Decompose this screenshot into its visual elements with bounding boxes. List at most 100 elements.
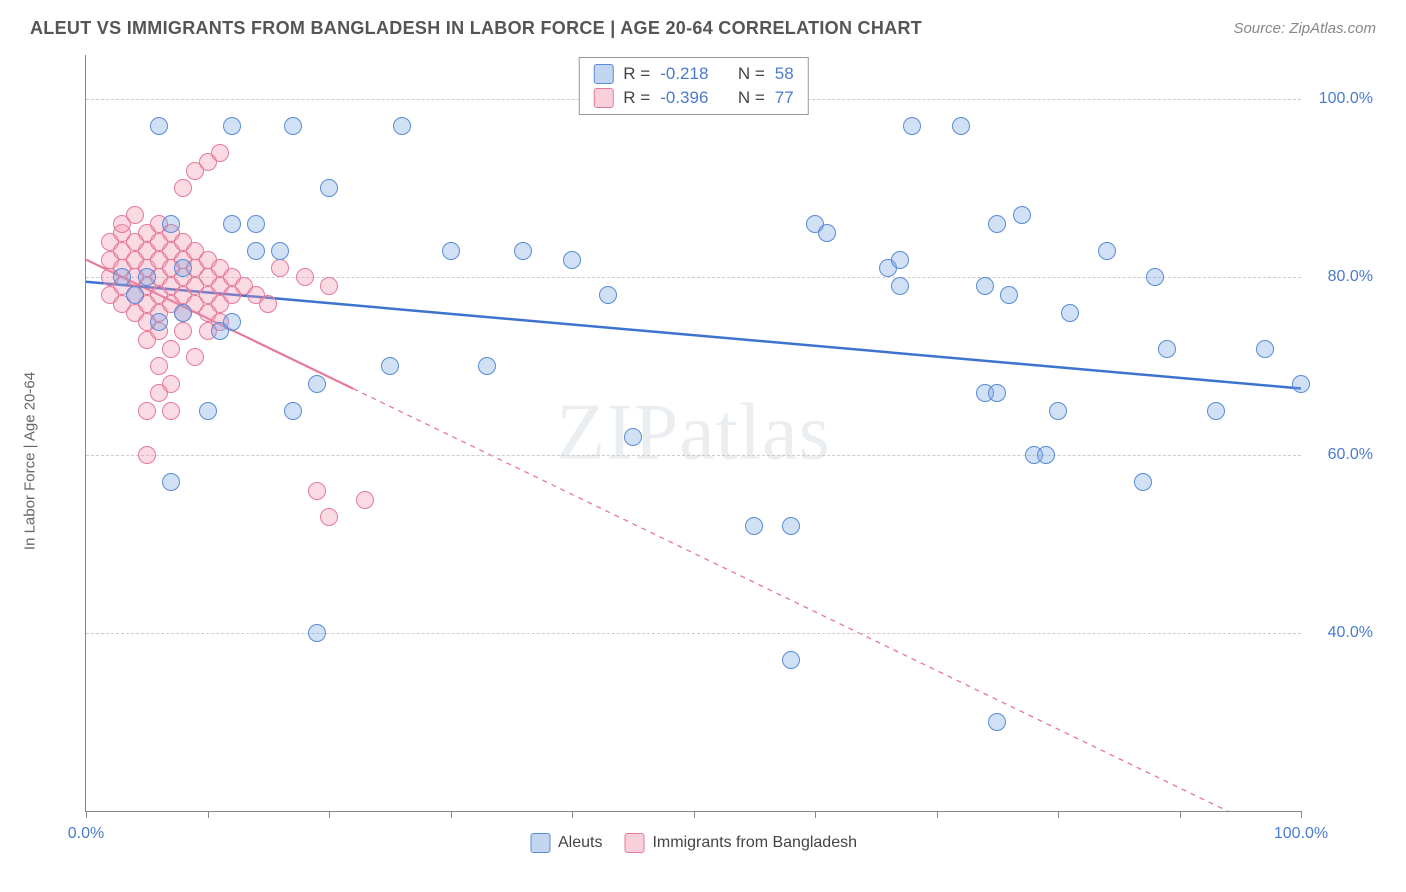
data-point [174, 259, 192, 277]
data-point [223, 117, 241, 135]
swatch-blue-icon [530, 833, 550, 853]
n-value-bangladesh: 77 [775, 88, 794, 108]
data-point [223, 313, 241, 331]
data-point [745, 517, 763, 535]
data-point [308, 482, 326, 500]
data-point [162, 402, 180, 420]
data-point [381, 357, 399, 375]
x-tick [208, 811, 209, 818]
data-point [952, 117, 970, 135]
n-value-aleuts: 58 [775, 64, 794, 84]
r-label: R = [623, 64, 650, 84]
r-label: R = [623, 88, 650, 108]
swatch-pink-icon [624, 833, 644, 853]
n-label: N = [738, 64, 765, 84]
watermark-bold: ZIP [556, 389, 679, 477]
x-tick [451, 811, 452, 818]
data-point [223, 215, 241, 233]
data-point [1098, 242, 1116, 260]
y-tick-label: 60.0% [1308, 446, 1373, 464]
data-point [782, 517, 800, 535]
r-value-bangladesh: -0.396 [660, 88, 708, 108]
legend-item-bangladesh: Immigrants from Bangladesh [624, 833, 857, 853]
data-point [1037, 446, 1055, 464]
n-label: N = [738, 88, 765, 108]
x-tick [1301, 811, 1302, 818]
data-point [320, 277, 338, 295]
data-point [162, 340, 180, 358]
data-point [1049, 402, 1067, 420]
data-point [271, 242, 289, 260]
data-point [199, 402, 217, 420]
data-point [1061, 304, 1079, 322]
chart-title: ALEUT VS IMMIGRANTS FROM BANGLADESH IN L… [30, 18, 922, 39]
series-legend: Aleuts Immigrants from Bangladesh [530, 833, 857, 853]
data-point [599, 286, 617, 304]
data-point [150, 384, 168, 402]
y-tick-label: 100.0% [1308, 90, 1373, 108]
x-tick [815, 811, 816, 818]
data-point [174, 322, 192, 340]
data-point [211, 144, 229, 162]
data-point [393, 117, 411, 135]
trend-line [353, 389, 1301, 811]
data-point [818, 224, 836, 242]
data-point [247, 242, 265, 260]
data-point [247, 215, 265, 233]
legend-label-aleuts: Aleuts [558, 834, 602, 852]
data-point [284, 117, 302, 135]
data-point [308, 375, 326, 393]
data-point [442, 242, 460, 260]
data-point [514, 242, 532, 260]
chart-source: Source: ZipAtlas.com [1233, 20, 1376, 37]
data-point [1292, 375, 1310, 393]
data-point [1256, 340, 1274, 358]
x-tick [86, 811, 87, 818]
legend-label-bangladesh: Immigrants from Bangladesh [652, 834, 857, 852]
data-point [308, 624, 326, 642]
correlation-row-bangladesh: R = -0.396 N = 77 [593, 86, 793, 110]
data-point [138, 446, 156, 464]
data-point [1158, 340, 1176, 358]
x-tick-label: 100.0% [1274, 825, 1328, 843]
x-tick [329, 811, 330, 818]
data-point [1146, 268, 1164, 286]
x-tick [694, 811, 695, 818]
watermark-thin: atlas [679, 389, 831, 477]
chart-container: In Labor Force | Age 20-64 ZIPatlas R = … [30, 55, 1376, 867]
r-value-aleuts: -0.218 [660, 64, 708, 84]
data-point [271, 259, 289, 277]
data-point [126, 286, 144, 304]
data-point [113, 268, 131, 286]
data-point [1013, 206, 1031, 224]
x-tick [572, 811, 573, 818]
data-point [174, 179, 192, 197]
data-point [186, 348, 204, 366]
x-tick [937, 811, 938, 818]
data-point [320, 508, 338, 526]
correlation-legend: R = -0.218 N = 58 R = -0.396 N = 77 [578, 57, 808, 115]
data-point [1000, 286, 1018, 304]
x-tick-label: 0.0% [68, 825, 104, 843]
watermark: ZIPatlas [556, 388, 831, 479]
data-point [478, 357, 496, 375]
data-point [126, 206, 144, 224]
swatch-blue-icon [593, 64, 613, 84]
data-point [624, 428, 642, 446]
data-point [1134, 473, 1152, 491]
data-point [1207, 402, 1225, 420]
legend-item-aleuts: Aleuts [530, 833, 602, 853]
data-point [162, 473, 180, 491]
y-axis-label: In Labor Force | Age 20-64 [22, 372, 39, 550]
trend-lines [86, 55, 1301, 811]
data-point [988, 384, 1006, 402]
data-point [988, 713, 1006, 731]
plot-area: ZIPatlas R = -0.218 N = 58 R = -0.396 N … [85, 55, 1301, 812]
y-tick-label: 40.0% [1308, 624, 1373, 642]
data-point [259, 295, 277, 313]
data-point [150, 313, 168, 331]
y-tick-label: 80.0% [1308, 268, 1373, 286]
data-point [988, 215, 1006, 233]
data-point [150, 117, 168, 135]
gridline [86, 277, 1301, 278]
